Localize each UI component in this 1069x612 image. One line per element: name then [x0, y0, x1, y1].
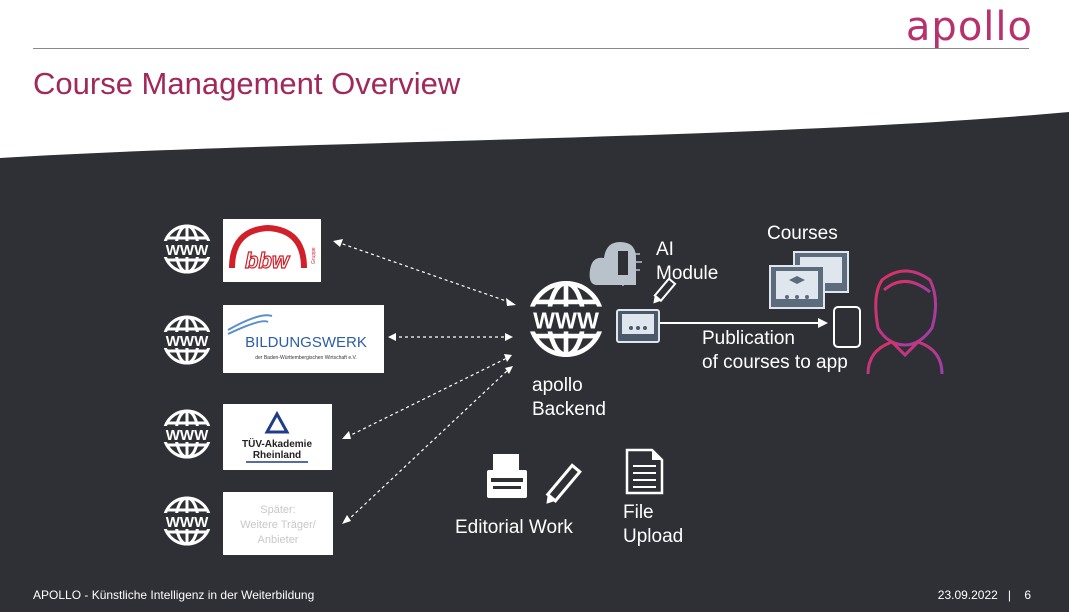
presentation-icon	[769, 251, 849, 309]
editorial-pencil-icon	[545, 463, 582, 504]
footer-separator: |	[1007, 588, 1011, 602]
partner-card-later	[223, 492, 333, 555]
www-globe-icon: WWW	[160, 496, 214, 546]
www-globe-icon: WWW	[160, 315, 214, 365]
svg-text:Gruppe: Gruppe	[311, 247, 317, 264]
page-number: 6	[1024, 588, 1031, 602]
svg-text:bbw: bbw	[245, 248, 291, 273]
backend-globe-icon: WWW	[527, 283, 605, 354]
svg-text:Anbieter: Anbieter	[258, 534, 299, 546]
arrow-heads	[333, 239, 516, 524]
page-title: Course Management Overview	[33, 66, 461, 101]
courses-label: Courses	[767, 223, 838, 244]
svg-text:BILDUNGSWERK: BILDUNGSWERK	[245, 334, 367, 351]
connector-arrows	[336, 241, 513, 522]
partner-card-bildungswerk	[223, 305, 384, 373]
svg-text:TÜV-Akademie: TÜV-Akademie	[242, 437, 312, 450]
www-globe-icon: WWW	[160, 224, 214, 274]
pencil-icon	[653, 277, 677, 304]
file-upload-label: File Upload	[623, 502, 684, 547]
svg-text:WWW: WWW	[166, 514, 209, 531]
footer-date: 23.09.2022	[937, 588, 998, 602]
svg-text:WWW: WWW	[533, 307, 599, 333]
backend-label: apollo Backend	[532, 375, 606, 420]
publication-label: Publication of courses to app	[702, 328, 848, 373]
svg-text:Rheinland: Rheinland	[253, 450, 301, 461]
cloud-ai-icon	[589, 242, 642, 286]
typewriter-icon	[487, 454, 527, 498]
person-icon	[866, 269, 944, 375]
svg-text:der Baden-Württembergischen Wi: der Baden-Württembergischen Wirtschaft e…	[255, 355, 357, 361]
header-divider	[33, 48, 1029, 49]
document-icon	[625, 448, 664, 495]
smartphone-icon	[833, 306, 861, 348]
screen-icon	[616, 309, 660, 343]
svg-text:Später:: Später:	[260, 504, 295, 516]
svg-text:WWW: WWW	[166, 427, 209, 444]
apollo-logo: apollo	[905, 4, 1033, 50]
editorial-work-label: Editorial Work	[455, 517, 573, 538]
www-globe-icon: WWW	[160, 409, 214, 459]
ai-module-label: AI Module	[656, 239, 719, 284]
svg-text:WWW: WWW	[166, 242, 209, 259]
footer-text: APOLLO - Künstliche Intelligenz in der W…	[33, 588, 315, 602]
svg-text:WWW: WWW	[166, 333, 209, 350]
footer-meta: 23.09.2022 | 6	[938, 588, 1031, 602]
svg-text:Weitere Träger/: Weitere Träger/	[240, 519, 317, 531]
